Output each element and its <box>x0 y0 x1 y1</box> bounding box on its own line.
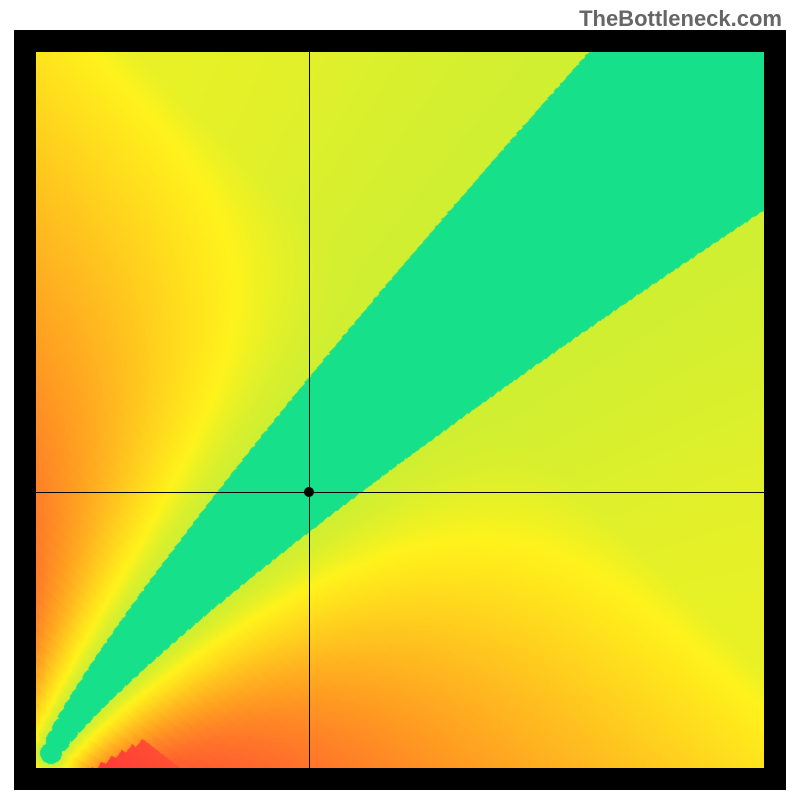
plot-area <box>36 52 764 768</box>
plot-frame <box>14 30 786 790</box>
watermark-text: TheBottleneck.com <box>579 6 782 32</box>
crosshair-horizontal <box>36 492 764 493</box>
crosshair-marker <box>304 487 314 497</box>
heatmap-canvas <box>36 52 764 768</box>
crosshair-vertical <box>309 52 310 768</box>
chart-container: TheBottleneck.com <box>0 0 800 800</box>
